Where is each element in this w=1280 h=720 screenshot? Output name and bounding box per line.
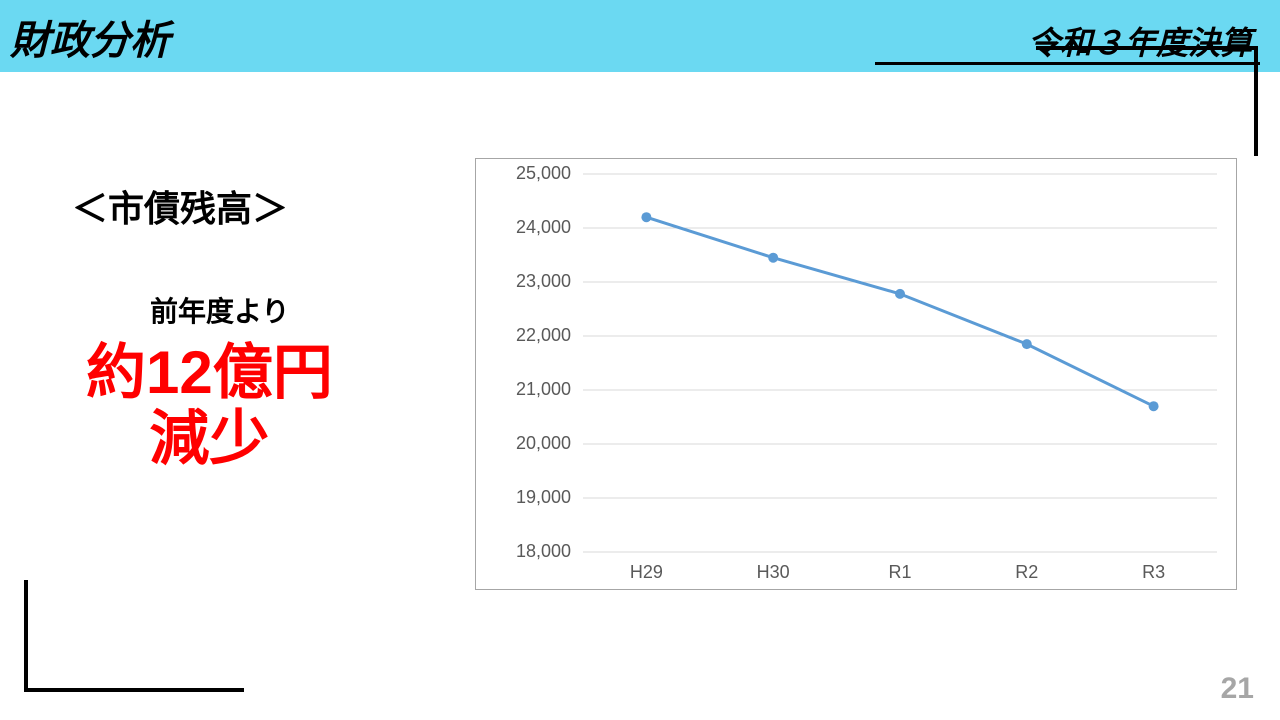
slide: 財政分析 令和３年度決算 ＜市債残高＞ 前年度より 約12億円 減少 18,00…: [0, 0, 1280, 720]
svg-text:20,000: 20,000: [516, 433, 571, 453]
svg-text:19,000: 19,000: [516, 487, 571, 507]
corner-bracket-top-right: [1036, 46, 1260, 160]
section-caption: 前年度より: [150, 290, 289, 330]
page-number: 21: [1221, 672, 1254, 706]
svg-text:25,000: 25,000: [516, 163, 571, 183]
svg-text:22,000: 22,000: [516, 325, 571, 345]
svg-text:18,000: 18,000: [516, 541, 571, 561]
svg-text:21,000: 21,000: [516, 379, 571, 399]
svg-text:24,000: 24,000: [516, 217, 571, 237]
section-title: ＜市債残高＞: [72, 180, 288, 232]
line-chart: 18,000 19,000 20,000 21,000 22,000 23,000 24,0…: [475, 158, 1237, 590]
page-title: 財政分析: [10, 8, 170, 66]
corner-bracket-bottom-left: [24, 580, 248, 694]
svg-text:R2: R2: [1015, 562, 1038, 582]
svg-text:23,000: 23,000: [516, 271, 571, 291]
highlight-text: 約12億円 減少: [86, 340, 333, 472]
svg-text:H29: H29: [630, 562, 663, 582]
svg-text:H30: H30: [757, 562, 790, 582]
svg-text:R1: R1: [888, 562, 911, 582]
svg-text:R3: R3: [1142, 562, 1165, 582]
